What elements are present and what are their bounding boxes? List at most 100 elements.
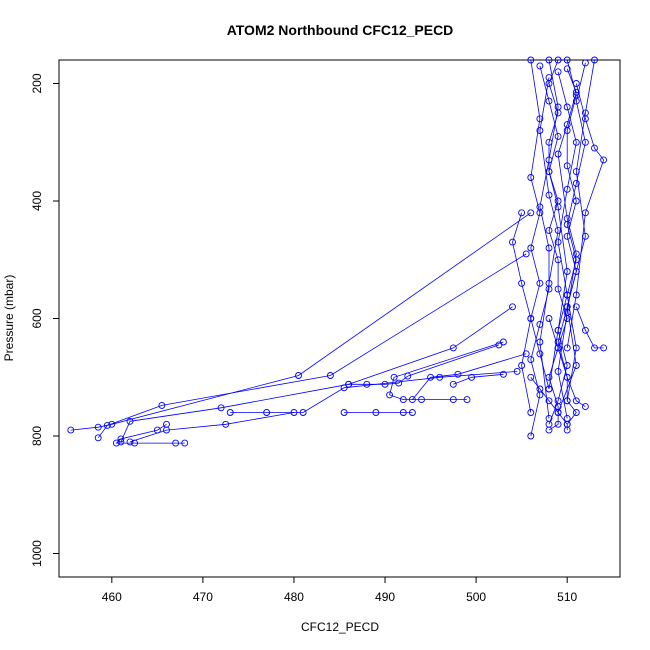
data-point [572,88,580,96]
data-point [572,168,580,176]
data-point [527,356,535,364]
data-point [527,174,535,181]
data-point [158,401,166,409]
profile-series-18 [408,350,530,404]
data-point [572,344,580,352]
chart-title: ATOM2 Northbound CFC12_PECD [227,22,454,38]
data-point [536,203,544,211]
data-point [572,303,580,311]
data-point [572,197,580,205]
data-point [103,421,111,429]
data-point [554,226,562,234]
series-line [115,423,185,444]
data-point [67,426,75,434]
data-point [545,97,553,105]
profile-series-26 [527,373,571,434]
data-point [554,238,562,246]
series-line [575,306,604,349]
series-line [539,77,559,419]
data-point [572,138,580,146]
data-point [554,68,562,76]
data-point [290,409,298,416]
data-point [372,409,380,416]
profile-series-22 [340,409,416,416]
data-point [545,279,553,287]
y-tick-label: 200 [30,73,44,93]
data-point [554,203,562,211]
y-tick-label: 800 [30,426,44,446]
profile-series-21 [126,409,298,446]
profile-series-23 [449,370,507,388]
series-line [530,377,568,431]
data-point [554,397,562,405]
data-point [545,74,553,82]
data-point [399,409,407,416]
data-point [581,115,589,123]
data-point [449,380,457,388]
data-point [395,379,403,387]
data-point [163,426,170,434]
y-axis: 200 400 600 800 1000 [30,73,59,567]
profile-series-10 [536,62,571,393]
data-point [545,244,553,252]
data-point [126,417,134,425]
profile-series-12 [536,74,562,422]
profile-series-17 [345,341,503,388]
data-point [522,250,530,258]
data-point [581,59,589,67]
data-point [381,380,389,388]
series-line [530,59,559,437]
data-point [554,150,562,158]
data-point [563,185,571,193]
data-point [581,209,589,217]
profile-series-25 [545,315,589,411]
data-point [563,65,571,73]
series-line [230,371,518,413]
data-point [463,396,471,404]
series-line [120,306,513,443]
data-point [536,279,544,287]
series-line [129,412,295,443]
data-point [226,409,234,416]
series-line [97,253,527,439]
x-axis-label: CFC12_PECD [301,620,379,634]
series-line [557,68,577,419]
data-point [581,326,589,334]
data-point [545,397,553,405]
data-point [299,409,307,416]
data-point [340,409,348,416]
data-point [563,344,571,352]
series-line [453,373,504,385]
data-point [581,138,589,146]
data-point [499,370,507,378]
data-point [94,423,102,431]
data-point [518,362,526,369]
data-point [527,209,535,217]
data-point [408,409,416,416]
data-point [390,373,398,381]
data-point [554,285,562,293]
profile-series-7 [563,80,608,352]
data-point [112,439,120,447]
data-point [563,397,571,405]
data-point [536,385,544,393]
data-point [554,367,562,375]
x-tick-label: 510 [557,590,577,604]
data-point [94,434,102,442]
series-line [566,83,605,348]
data-point [563,215,571,223]
data-point [563,426,571,434]
data-point [554,132,562,140]
data-point [600,156,608,164]
x-tick-label: 480 [284,590,304,604]
data-point [527,56,535,64]
data-point [427,373,435,381]
data-point [522,350,530,358]
data-point [545,226,553,234]
profile-series-24 [572,303,608,352]
series-line [557,59,595,413]
data-point [563,56,571,64]
x-tick-label: 460 [102,590,122,604]
data-point [536,115,544,123]
